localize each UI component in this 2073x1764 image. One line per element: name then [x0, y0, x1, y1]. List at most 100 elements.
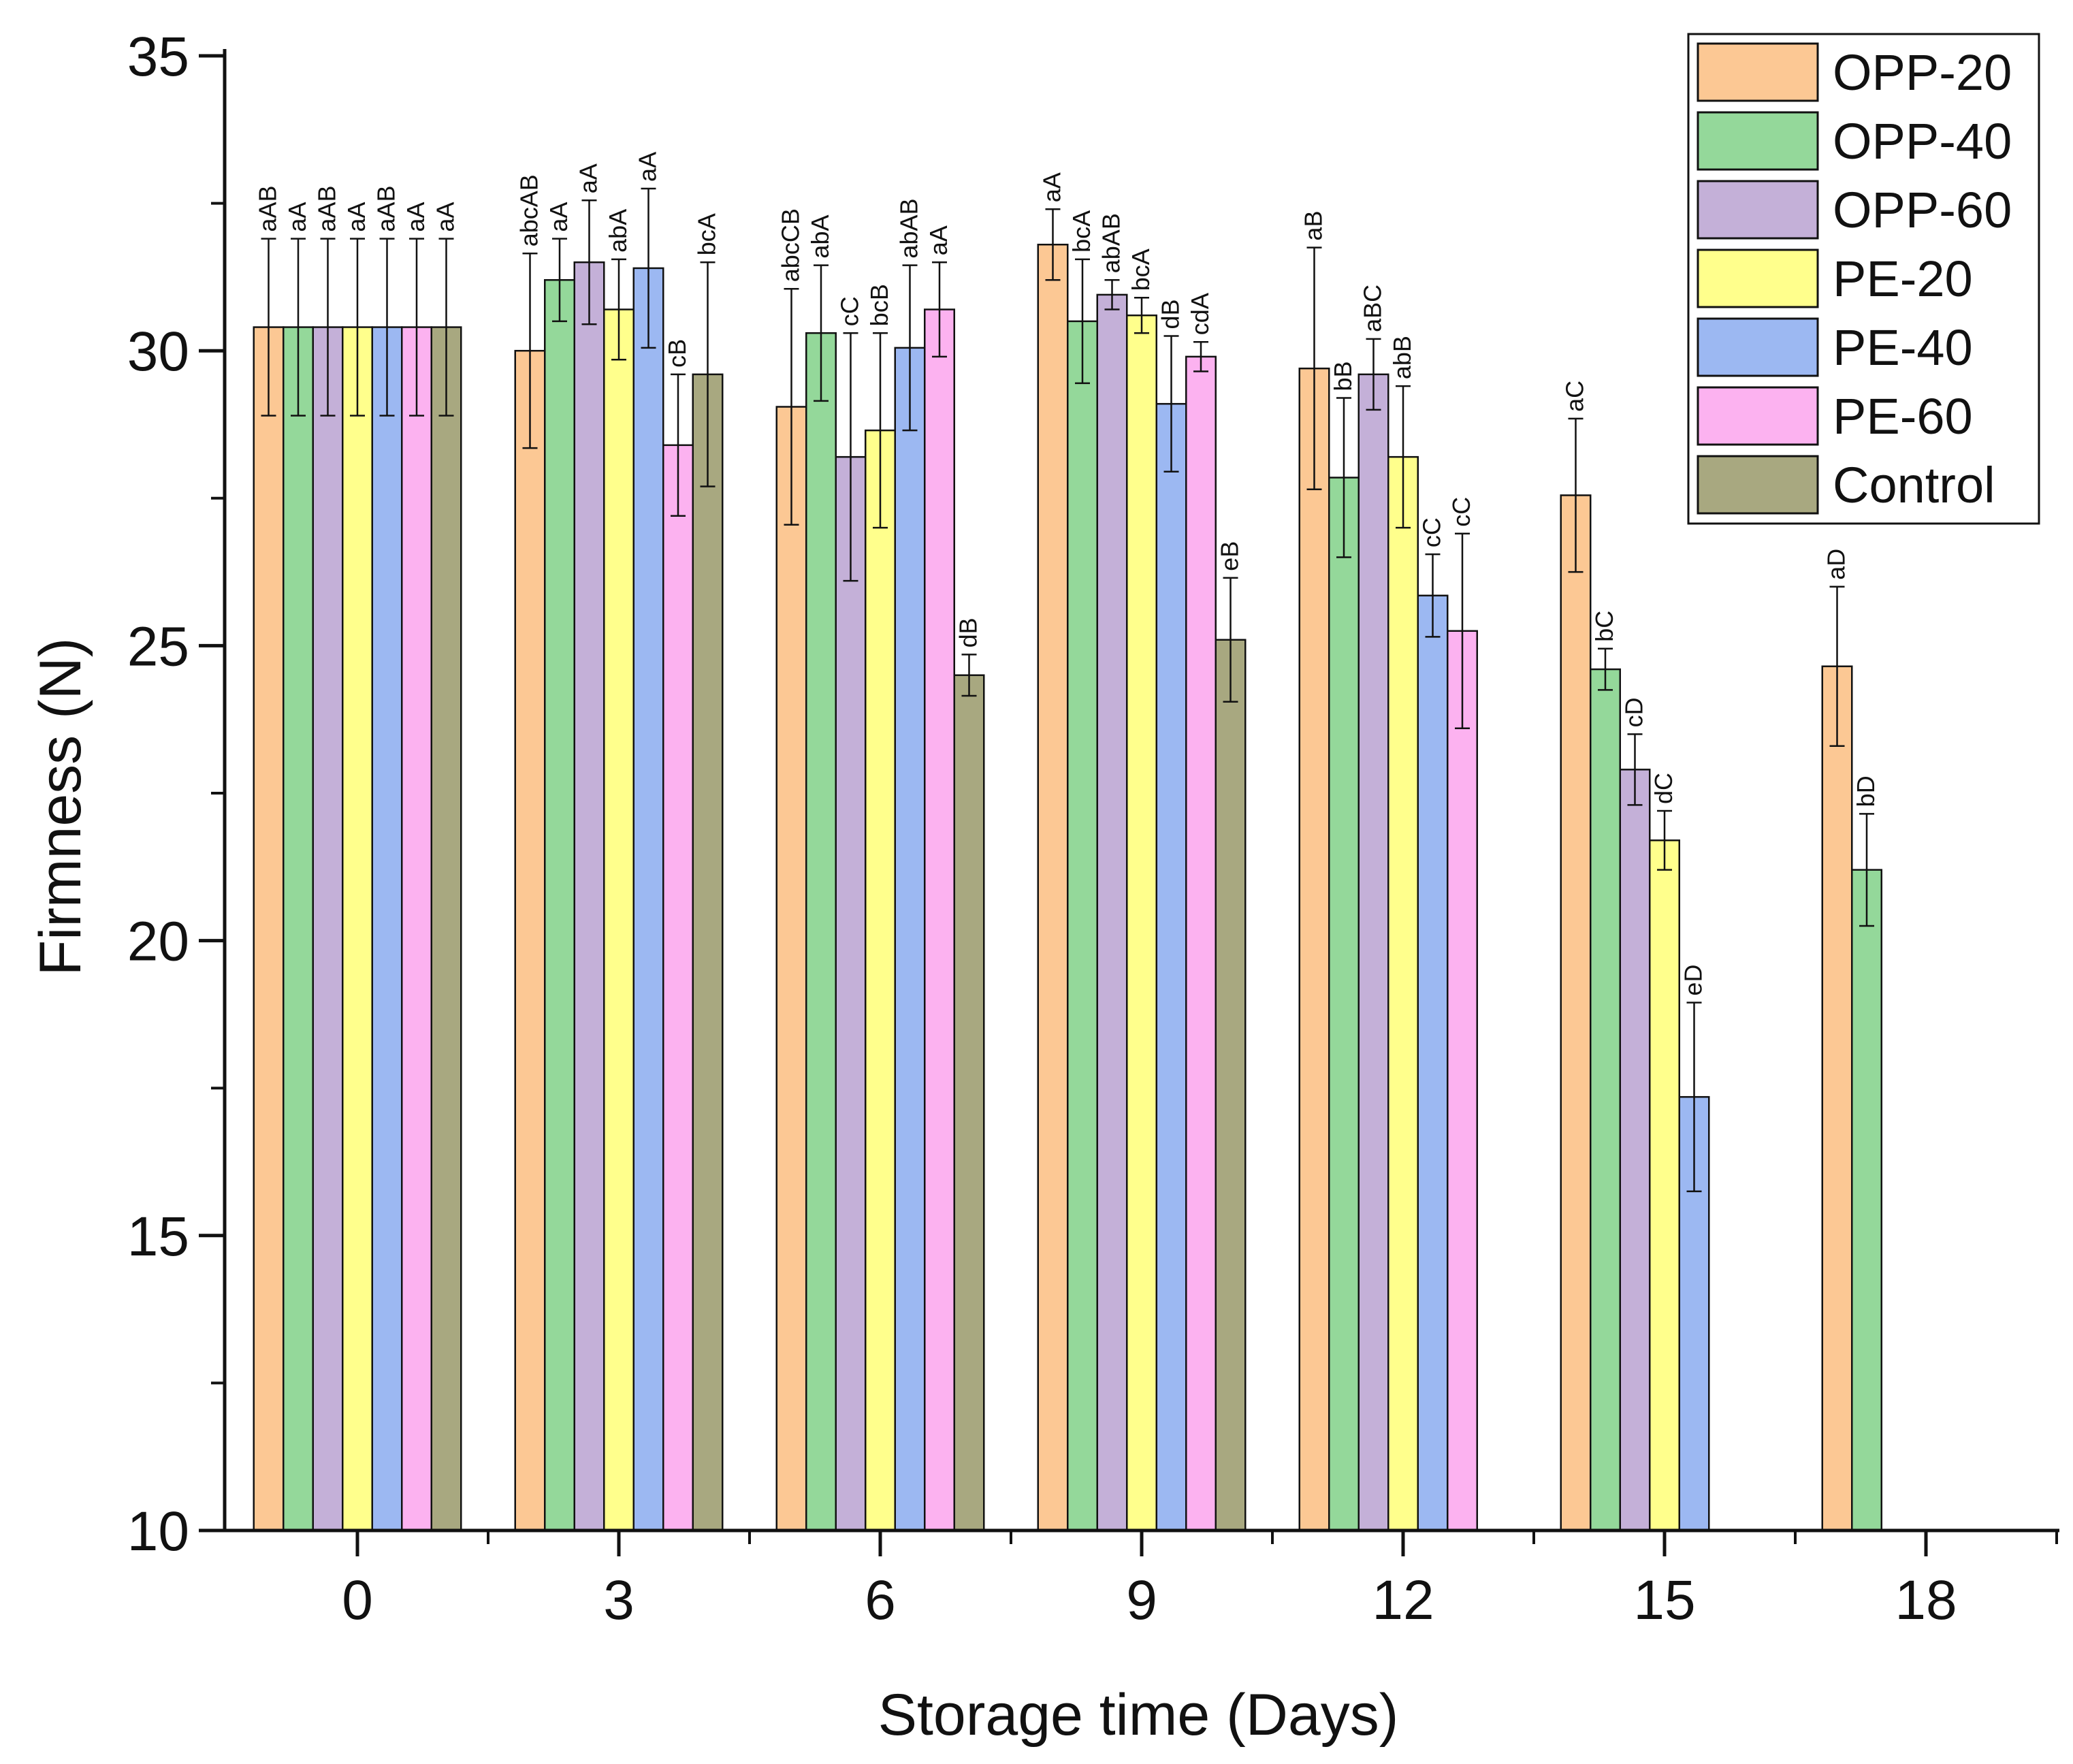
y-tick-label-10: 10	[127, 1501, 189, 1562]
y-axis-title: Firmness (N)	[28, 638, 93, 976]
bar-opp-60-day-12	[1357, 373, 1389, 1532]
significance-label-pe-60-day-3: cB	[663, 339, 691, 368]
bar-pe-60-day-6	[924, 308, 955, 1532]
bar-control-day-6	[953, 674, 985, 1532]
significance-label-opp-20-day-6: abcCB	[777, 208, 805, 282]
y-tick-label-35: 35	[127, 26, 189, 88]
significance-label-opp-40-day-6: abA	[806, 215, 834, 259]
bar-pe-60-day-3	[662, 444, 694, 1532]
significance-label-opp-20-day-12: aB	[1300, 211, 1328, 241]
significance-label-opp-20-day-3: abcAB	[515, 174, 543, 246]
significance-label-pe-20-day-15: dC	[1650, 773, 1677, 804]
legend-label-pe-20: PE-20	[1833, 251, 1973, 307]
bar-opp-60-day-6	[835, 455, 867, 1532]
significance-label-pe-40-day-15: eD	[1680, 965, 1707, 996]
significance-label-pe-40-day-12: cC	[1418, 517, 1446, 547]
significance-label-opp-40-day-0: aA	[283, 202, 311, 232]
x-tick-label-3: 3	[603, 1569, 634, 1631]
bar-opp-40-day-6	[805, 332, 837, 1532]
significance-label-control-day-3: bcA	[693, 213, 721, 255]
bar-opp-40-day-0	[283, 326, 314, 1532]
bar-opp-60-day-9	[1096, 293, 1128, 1532]
bar-pe-20-day-9	[1126, 314, 1157, 1532]
significance-label-opp-40-day-9: bcA	[1067, 210, 1095, 253]
bars-layer	[253, 243, 1882, 1532]
significance-label-pe-40-day-9: dB	[1157, 299, 1185, 329]
legend-swatch-opp-20	[1697, 42, 1819, 102]
bar-opp-20-day-3	[514, 349, 546, 1532]
bar-opp-40-day-9	[1067, 320, 1098, 1532]
significance-label-pe-60-day-0: aA	[402, 202, 430, 232]
bar-pe-20-day-3	[603, 308, 634, 1532]
legend-label-control: Control	[1833, 457, 1995, 513]
significance-label-opp-40-day-18: bD	[1852, 775, 1880, 807]
bar-pe-20-day-12	[1387, 455, 1419, 1532]
significance-label-pe-60-day-6: aA	[925, 225, 952, 255]
significance-label-control-day-9: eB	[1216, 541, 1244, 571]
y-tick-label-20: 20	[127, 911, 189, 973]
bar-pe-20-day-15	[1649, 839, 1680, 1532]
significance-label-opp-60-day-0: aAB	[313, 186, 341, 232]
bar-opp-60-day-15	[1619, 769, 1651, 1532]
bar-opp-40-day-3	[544, 278, 575, 1532]
bar-pe-60-day-9	[1185, 355, 1217, 1532]
bar-pe-60-day-12	[1447, 630, 1478, 1532]
x-tick-label-18: 18	[1895, 1569, 1957, 1631]
error-bars-layer	[261, 187, 1874, 1193]
significance-label-opp-60-day-6: cC	[836, 296, 864, 326]
significance-label-opp-20-day-15: aC	[1561, 381, 1589, 412]
bar-opp-40-day-18	[1851, 869, 1882, 1532]
legend-label-opp-20: OPP-20	[1833, 44, 2012, 101]
bar-pe-20-day-0	[342, 326, 373, 1532]
bar-control-day-9	[1215, 639, 1247, 1532]
significance-label-pe-20-day-9: bcA	[1127, 248, 1155, 291]
significance-label-opp-40-day-15: bC	[1590, 611, 1618, 642]
legend-label-opp-40: OPP-40	[1833, 113, 2012, 170]
x-axis-title: Storage time (Days)	[878, 1682, 1399, 1748]
bar-opp-20-day-18	[1821, 665, 1853, 1532]
legend-swatch-pe-40	[1697, 317, 1819, 377]
bar-opp-60-day-3	[573, 261, 605, 1532]
bar-opp-20-day-6	[775, 406, 807, 1532]
bar-control-day-3	[692, 373, 724, 1532]
bar-pe-40-day-6	[894, 347, 926, 1532]
legend-swatch-pe-20	[1697, 248, 1819, 308]
bar-opp-40-day-15	[1590, 668, 1621, 1532]
legend-label-pe-60: PE-60	[1833, 388, 1973, 445]
bar-opp-40-day-12	[1328, 477, 1360, 1532]
significance-label-control-day-0: aA	[432, 202, 460, 232]
bar-opp-20-day-9	[1037, 243, 1069, 1532]
x-tick-label-12: 12	[1372, 1569, 1434, 1631]
y-tick-label-15: 15	[127, 1206, 189, 1268]
bar-pe-60-day-0	[401, 326, 432, 1532]
significance-label-pe-20-day-3: abA	[604, 209, 632, 253]
bar-pe-40-day-12	[1417, 594, 1449, 1532]
legend-label-pe-40: PE-40	[1833, 319, 1973, 376]
legend-swatch-opp-60	[1697, 180, 1819, 240]
y-tick-label-25: 25	[127, 615, 189, 677]
bar-pe-40-day-9	[1155, 402, 1187, 1532]
x-tick-label-9: 9	[1126, 1569, 1157, 1631]
legend-swatch-control	[1697, 455, 1819, 515]
bar-pe-20-day-6	[865, 429, 896, 1532]
significance-label-opp-20-day-0: aAB	[254, 186, 282, 232]
bar-pe-40-day-0	[371, 326, 403, 1532]
x-tick-label-6: 6	[865, 1569, 896, 1631]
significance-label-pe-20-day-12: abB	[1388, 336, 1416, 379]
significance-label-opp-60-day-9: abAB	[1097, 213, 1125, 273]
significance-label-opp-60-day-15: cD	[1620, 697, 1648, 727]
legend: OPP-20 OPP-40 OPP-60 PE-20 PE-40 PE-60 Control	[1687, 33, 2040, 525]
significance-label-opp-60-day-3: aA	[575, 163, 602, 193]
significance-label-opp-20-day-18: aD	[1822, 549, 1850, 580]
significance-label-pe-40-day-3: aA	[634, 152, 662, 182]
significance-label-pe-60-day-9: cdA	[1186, 293, 1214, 335]
legend-label-opp-60: OPP-60	[1833, 182, 2012, 238]
bar-opp-20-day-12	[1298, 367, 1330, 1532]
significance-label-opp-40-day-3: aA	[545, 202, 573, 232]
significance-label-opp-20-day-9: aA	[1038, 172, 1066, 202]
bar-opp-60-day-0	[312, 326, 344, 1532]
significance-label-control-day-6: dB	[954, 618, 982, 647]
significance-label-pe-20-day-6: bcB	[865, 284, 893, 326]
